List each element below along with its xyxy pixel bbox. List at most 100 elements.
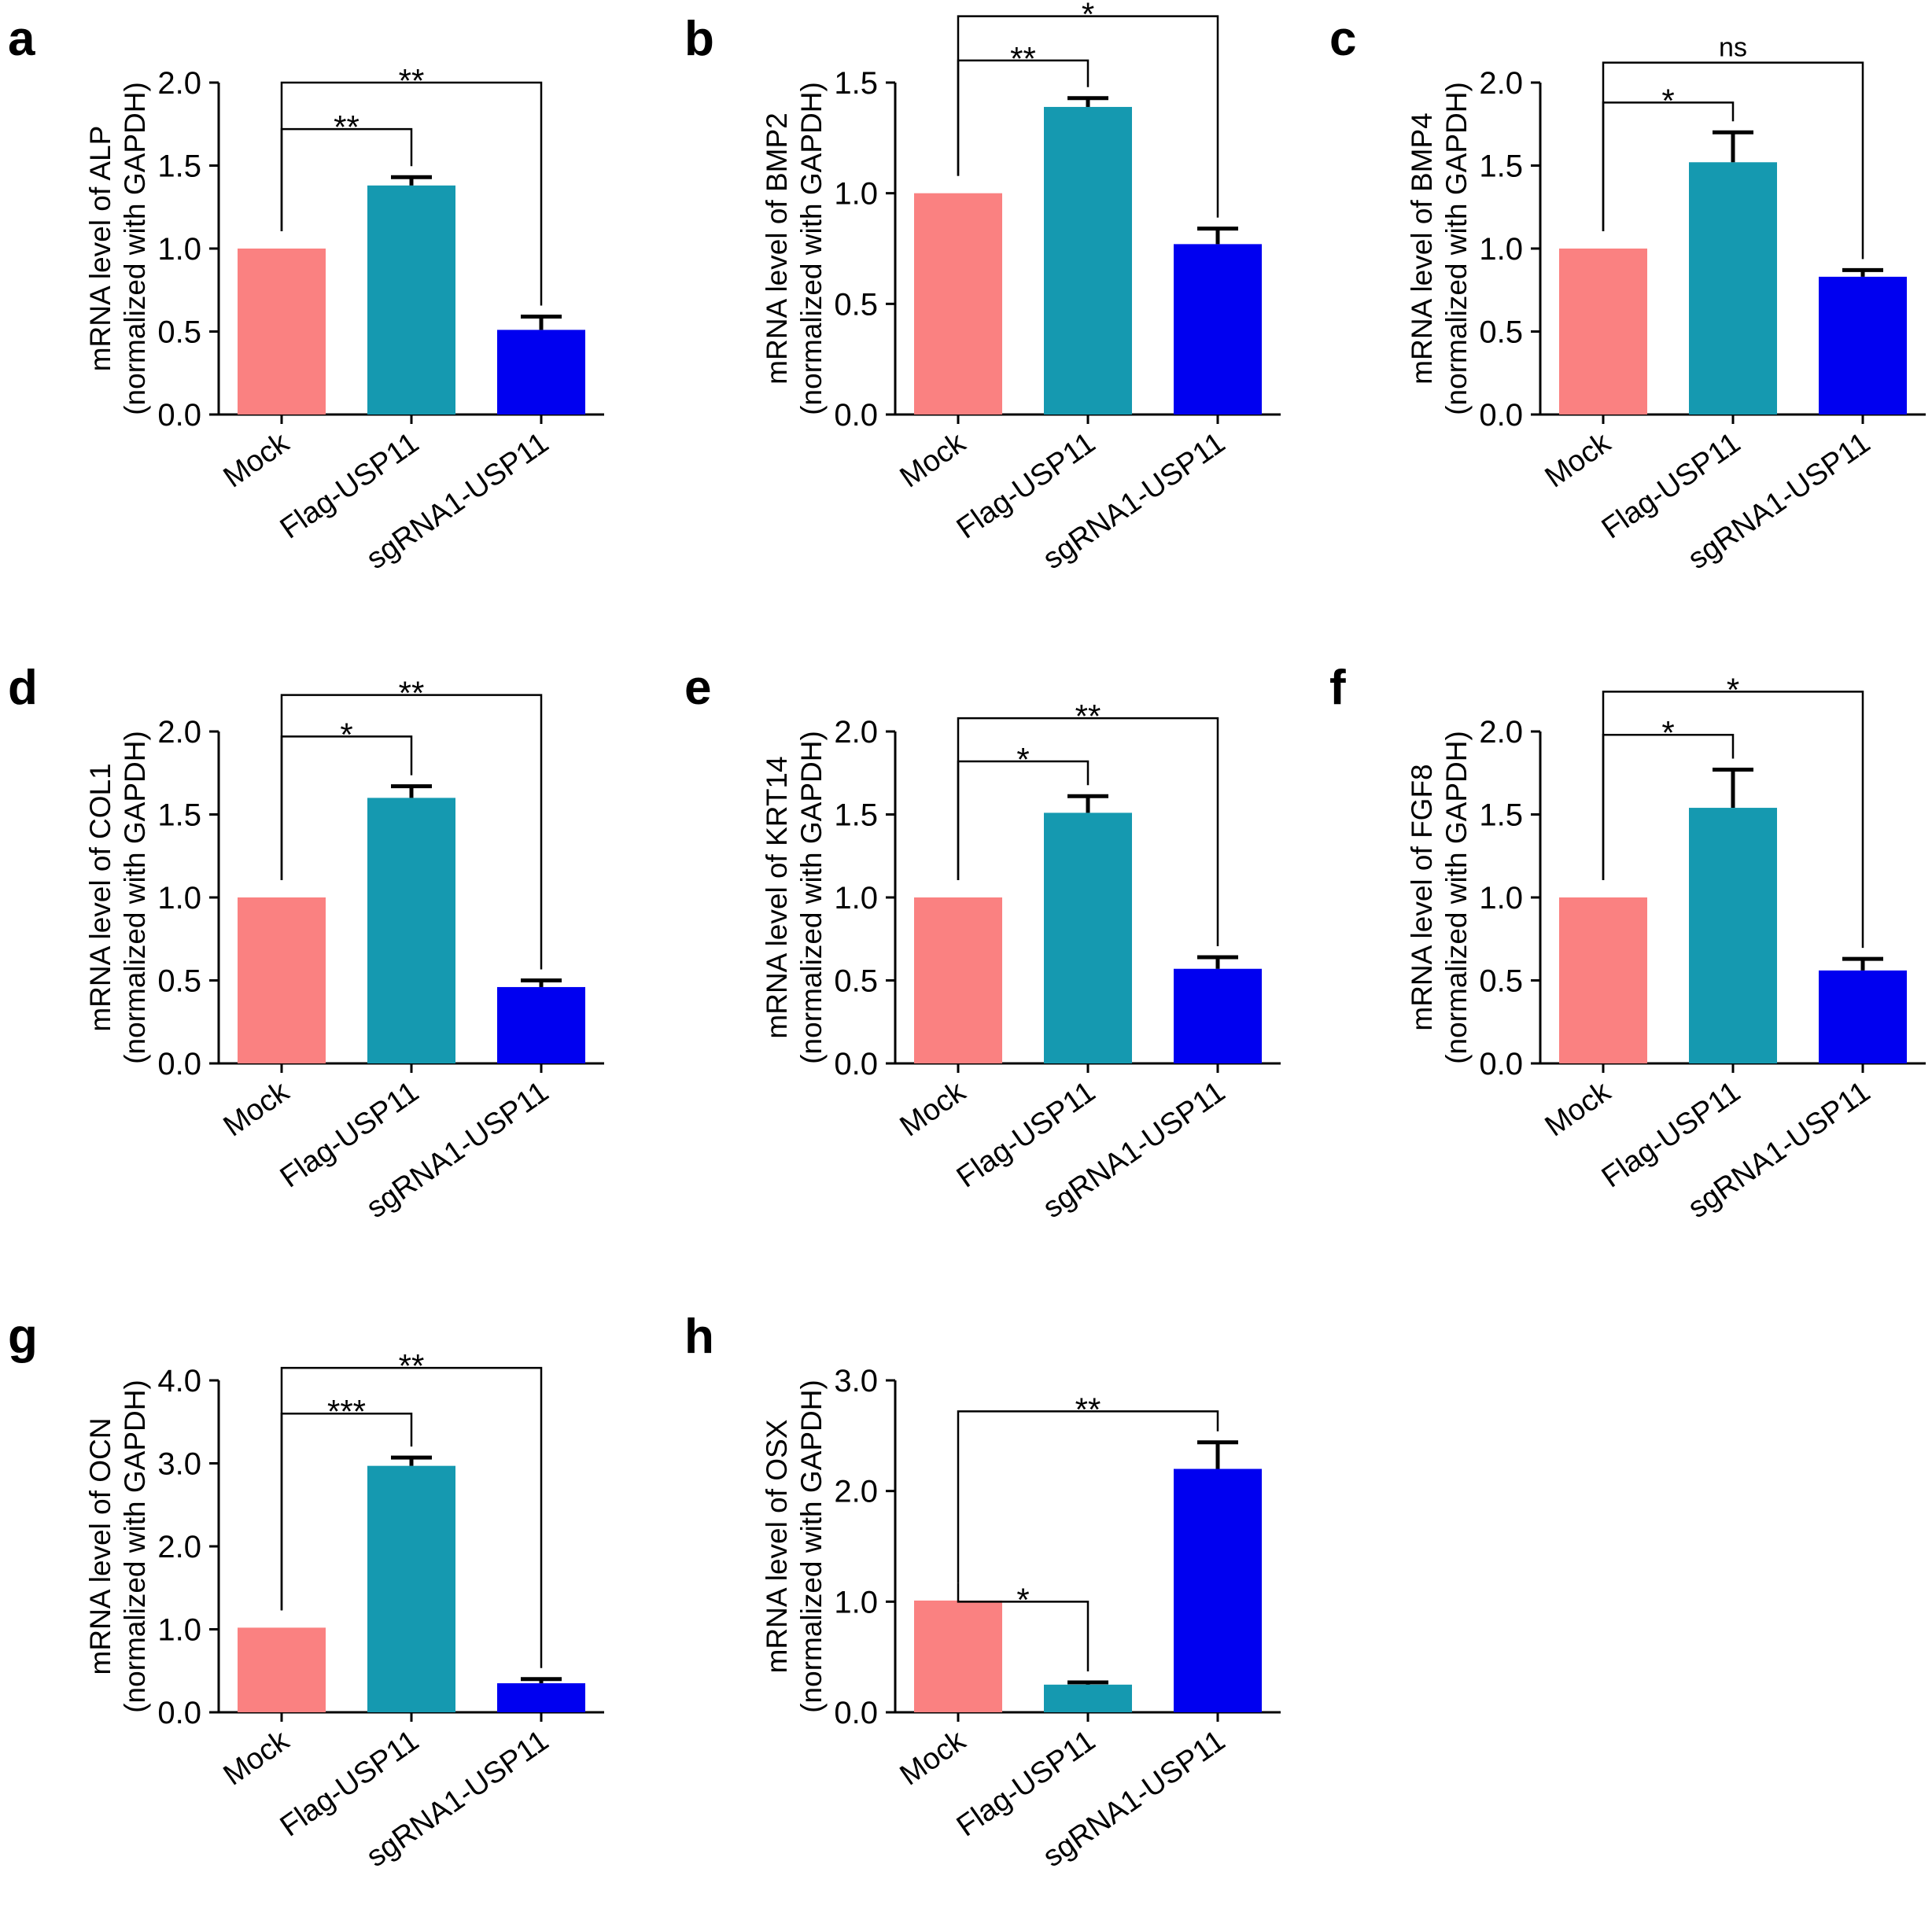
panel-letter: f — [1329, 661, 1346, 715]
significance-label: ** — [399, 1347, 425, 1384]
y-axis-label-line-1: mRNA level of ALP — [84, 126, 116, 372]
y-tick-label: 0.0 — [157, 1047, 201, 1081]
bar-mock — [238, 1627, 326, 1712]
y-tick-label: 0.5 — [157, 964, 201, 999]
y-axis-label-line-2: (normalized with GAPDH) — [795, 1380, 828, 1713]
panel-letter: d — [8, 661, 38, 715]
y-axis-label-line-1: mRNA level of KRT14 — [761, 756, 793, 1038]
y-axis-label-line-1: mRNA level of OSX — [761, 1420, 793, 1674]
y-axis-label-line-1: mRNA level of BMP4 — [1406, 112, 1438, 384]
x-tick-label: Mock — [218, 1723, 296, 1792]
y-tick-label: 0.5 — [1479, 315, 1523, 350]
y-tick-label: 0.0 — [1479, 1047, 1523, 1081]
panel-h: h mRNA level of OSX(normalized with GAPDH… — [684, 1310, 1281, 1874]
x-tick-label: Mock — [894, 1074, 972, 1143]
bar-mock — [1559, 249, 1647, 415]
bar-flag-usp11 — [1689, 162, 1777, 415]
y-tick-label: 2.0 — [1479, 66, 1523, 101]
significance-bracket — [280, 694, 543, 970]
y-tick-label: 1.0 — [1479, 232, 1523, 267]
significance-label: * — [1082, 0, 1094, 33]
y-tick-label: 0.5 — [1479, 964, 1523, 999]
significance-label: * — [1661, 714, 1674, 751]
significance-label: ** — [1075, 1391, 1101, 1428]
y-axis-label-line-1: mRNA level of COL1 — [84, 763, 116, 1031]
y-axis-label-line-2: (normalized with GAPDH) — [795, 82, 828, 415]
y-tick-label: 1.5 — [157, 798, 201, 833]
panel-f: f mRNA level of FGF8(normalized with GAPD… — [1329, 661, 1926, 1225]
significance-label: * — [1661, 82, 1674, 119]
y-tick-label: 0.0 — [834, 398, 878, 433]
significance-label: *** — [327, 1393, 366, 1430]
significance-label: ns — [1719, 33, 1747, 63]
y-axis-label-line-2: (normalized with GAPDH) — [1440, 731, 1473, 1064]
bar-mock — [238, 897, 326, 1063]
x-tick-label: Mock — [218, 426, 296, 494]
bar-flag-usp11 — [1044, 812, 1132, 1063]
significance-label: ** — [1010, 40, 1036, 77]
y-tick-label: 1.0 — [157, 1613, 201, 1648]
significance-bracket — [957, 1410, 1219, 1583]
y-axis-label: mRNA level of OSX(normalized with GAPDH) — [761, 1380, 828, 1713]
bar-mock — [914, 1600, 1002, 1712]
y-axis-label: mRNA level of FGF8(normalized with GAPDH… — [1406, 731, 1473, 1064]
y-tick-label: 1.5 — [834, 66, 878, 101]
bar-flag-usp11 — [1689, 808, 1777, 1063]
significance-bracket — [1602, 691, 1864, 949]
bar-sgrna1-usp11 — [1819, 970, 1907, 1063]
y-tick-label: 0.5 — [157, 315, 201, 350]
y-tick-label: 1.0 — [834, 881, 878, 916]
y-axis-label-line-2: (normalized with GAPDH) — [795, 731, 828, 1064]
panel-letter: h — [684, 1310, 714, 1364]
significance-label: ** — [334, 109, 359, 146]
y-axis-label-line-2: (normalized with GAPDH) — [119, 82, 151, 415]
y-axis-label: mRNA level of ALP(normalized with GAPDH) — [84, 82, 151, 415]
significance-label: * — [1016, 741, 1029, 778]
y-axis-label: mRNA level of KRT14(normalized with GAPD… — [761, 731, 828, 1064]
bar-sgrna1-usp11 — [1174, 244, 1262, 415]
bar-mock — [914, 897, 1002, 1063]
x-tick-label: Mock — [218, 1074, 296, 1143]
y-tick-label: 0.5 — [834, 287, 878, 322]
panel-letter: c — [1329, 12, 1356, 66]
y-axis-label: mRNA level of OCN(normalized with GAPDH) — [84, 1380, 151, 1713]
significance-bracket — [957, 15, 1219, 218]
x-tick-label: Mock — [894, 1723, 972, 1792]
y-tick-label: 2.0 — [157, 66, 201, 101]
significance-label: ** — [1075, 698, 1101, 735]
bar-mock — [238, 249, 326, 415]
y-axis-label-line-2: (normalized with GAPDH) — [1440, 82, 1473, 415]
bar-sgrna1-usp11 — [497, 986, 585, 1063]
y-tick-label: 2.0 — [157, 715, 201, 750]
y-tick-label: 1.5 — [1479, 798, 1523, 833]
y-tick-label: 0.0 — [1479, 398, 1523, 433]
panel-e: e mRNA level of KRT14(normalized with GAP… — [684, 661, 1281, 1225]
significance-label: ** — [399, 62, 425, 99]
y-axis-label: mRNA level of COL1(normalized with GAPDH… — [84, 731, 151, 1064]
panel-d: d mRNA level of COL1(normalized with GAPD… — [8, 661, 604, 1225]
y-tick-label: 3.0 — [834, 1364, 878, 1398]
y-tick-label: 0.0 — [834, 1696, 878, 1730]
y-axis-label-line-1: mRNA level of OCN — [84, 1418, 116, 1675]
panel-g: g mRNA level of OCN(normalized with GAPDH… — [8, 1310, 604, 1874]
significance-label: * — [1016, 1581, 1029, 1618]
significance-bracket — [280, 1366, 543, 1668]
bar-sgrna1-usp11 — [1174, 1468, 1262, 1712]
bar-flag-usp11 — [367, 1465, 455, 1712]
y-tick-label: 1.0 — [834, 177, 878, 212]
panel-c: c mRNA level of BMP4(normalized with GAPD… — [1329, 12, 1926, 576]
bar-mock — [1559, 897, 1647, 1063]
panel-b: b mRNA level of BMP2(normalized with GAPD… — [684, 0, 1281, 576]
y-tick-label: 3.0 — [157, 1447, 201, 1482]
y-tick-label: 4.0 — [157, 1364, 201, 1398]
bar-sgrna1-usp11 — [1819, 276, 1907, 415]
y-tick-label: 1.5 — [1479, 149, 1523, 184]
y-tick-label: 1.5 — [834, 798, 878, 833]
bar-flag-usp11 — [1044, 106, 1132, 415]
y-tick-label: 0.0 — [834, 1047, 878, 1081]
y-tick-label: 1.0 — [834, 1585, 878, 1619]
significance-label: * — [340, 716, 352, 753]
bar-flag-usp11 — [1044, 1684, 1132, 1712]
y-tick-label: 1.5 — [157, 149, 201, 184]
panel-letter: a — [8, 12, 35, 66]
